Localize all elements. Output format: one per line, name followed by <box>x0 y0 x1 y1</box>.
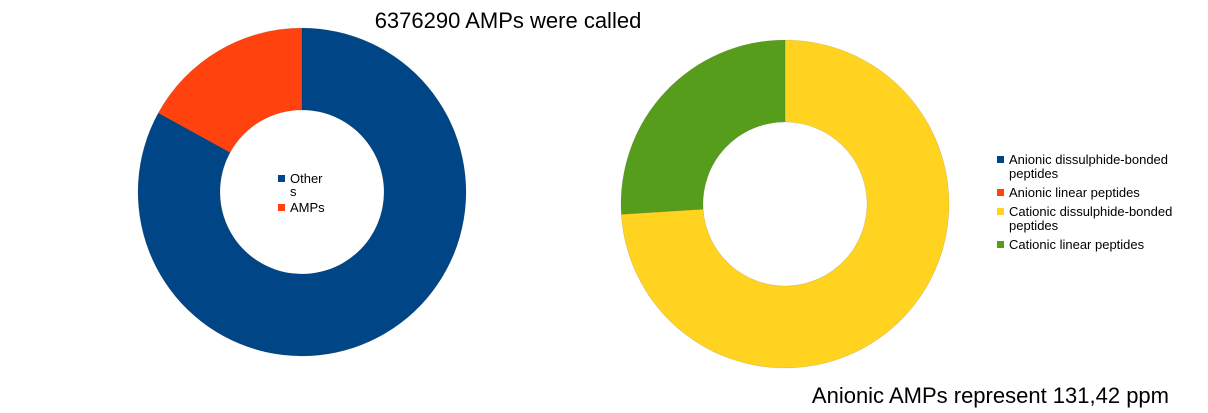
chart2-title: Anionic AMPs represent 131,42 ppm <box>812 383 1169 408</box>
slice-others <box>137 27 467 357</box>
legend-swatch <box>278 175 285 182</box>
legend-label: s <box>290 184 297 199</box>
chart2-legend: Anionic dissulphide-bondedpeptidesAnioni… <box>997 152 1172 252</box>
legend-label: AMPs <box>290 200 325 215</box>
chart-anionic-amps: Anionic AMPs represent 131,42 ppm Anioni… <box>620 39 1172 408</box>
legend-label: Cationic linear peptides <box>1009 237 1145 252</box>
chart1-slices <box>137 27 467 357</box>
legend-swatch <box>997 156 1004 163</box>
slice-cationic-linear-peptides <box>620 39 786 215</box>
slice-cationic-dissulphide-bonded-peptides <box>621 39 950 369</box>
legend-label: peptides <box>1009 166 1059 181</box>
chart2-slices <box>620 39 950 369</box>
slice-amps <box>157 27 303 153</box>
legend-swatch <box>997 241 1004 248</box>
legend-label: Anionic linear peptides <box>1009 185 1140 200</box>
legend-label: Anionic dissulphide-bonded <box>1009 152 1168 167</box>
legend-label: Other <box>290 171 323 186</box>
legend-label: peptides <box>1009 218 1059 233</box>
legend-label: Cationic dissulphide-bonded <box>1009 204 1172 219</box>
legend-swatch <box>278 204 285 211</box>
chart1-title: 6376290 AMPs were called <box>375 8 642 33</box>
legend-swatch <box>997 208 1004 215</box>
legend-swatch <box>997 189 1004 196</box>
